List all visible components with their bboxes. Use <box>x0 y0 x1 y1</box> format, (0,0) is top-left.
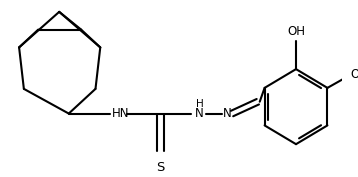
Text: S: S <box>156 161 165 174</box>
Text: N: N <box>195 107 204 120</box>
Text: N: N <box>223 107 232 120</box>
Text: HN: HN <box>112 107 129 120</box>
Text: OH: OH <box>287 25 305 38</box>
Text: O: O <box>350 68 358 81</box>
Text: H: H <box>196 99 203 109</box>
